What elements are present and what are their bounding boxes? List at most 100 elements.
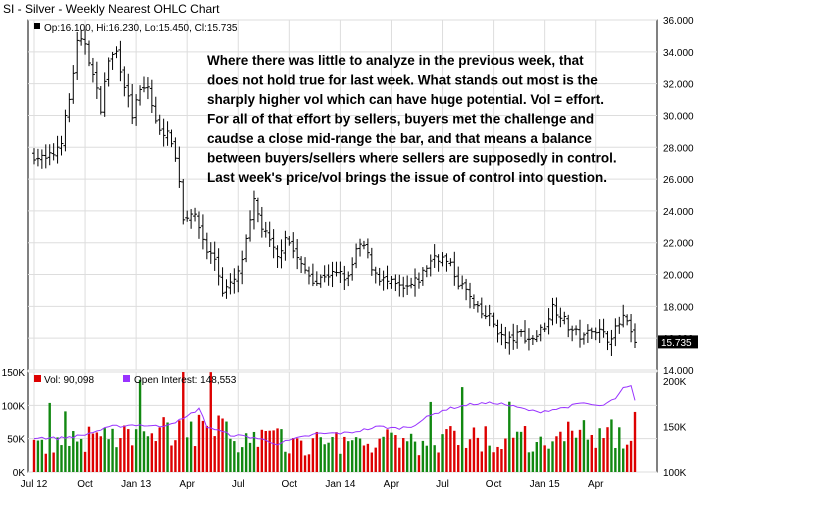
ohlc-bar	[236, 265, 241, 293]
volume-bar	[303, 455, 307, 472]
volume-bar	[197, 414, 201, 472]
ohlc-bar	[475, 301, 480, 313]
volume-bar	[555, 436, 558, 472]
volume-bar	[347, 441, 350, 472]
volume-bar	[633, 411, 637, 472]
volume-bar	[476, 437, 480, 472]
ohlc-bar	[385, 265, 390, 290]
ohlc-bar	[346, 271, 351, 287]
volume-bar	[158, 427, 161, 472]
ohlc-bar	[530, 335, 535, 346]
ohlc-bar	[149, 79, 154, 113]
volume-bar	[421, 440, 425, 472]
ohlc-bar	[550, 297, 555, 326]
ohlc-bar	[271, 229, 276, 259]
volume-bar	[323, 444, 326, 472]
volume-left-tick-label: 150K	[2, 368, 26, 379]
ohlc-bar	[361, 240, 366, 250]
price-legend-swatch	[34, 23, 40, 29]
ohlc-bar	[35, 148, 40, 167]
volume-bar	[464, 447, 468, 472]
ohlc-bar	[255, 197, 260, 223]
ohlc-bar	[365, 238, 370, 259]
oi-legend: Open Interest: 148,553	[134, 375, 237, 386]
volume-bar	[610, 419, 613, 472]
ohlc-bar	[440, 252, 445, 267]
ohlc-bar	[181, 178, 186, 225]
price-y-tick-label: 28.000	[663, 143, 694, 154]
ohlc-bar	[381, 270, 386, 291]
volume-bar	[146, 436, 150, 472]
volume-bar	[72, 431, 75, 472]
volume-legend: Vol: 90,098	[44, 375, 94, 386]
annotation-line: Last week's price/vol brings the issue o…	[207, 170, 607, 185]
volume-bar	[233, 441, 236, 472]
ohlc-bar	[32, 148, 36, 165]
volume-bar	[354, 437, 358, 472]
ohlc-bar	[75, 31, 80, 80]
ohlc-bar	[67, 93, 72, 123]
ohlc-bar	[283, 230, 288, 261]
time-axis: Jul 12 Oct Jan 13 Apr Jul Oct Jan 14 Apr Jul Oct J…	[21, 479, 605, 490]
volume-bar	[115, 447, 118, 472]
volume-bar	[519, 431, 523, 472]
volume-bar	[91, 433, 95, 472]
annotation-line: between buyers/sellers where sellers are…	[207, 151, 617, 166]
ohlc-bar	[342, 265, 347, 290]
ohlc-bar	[554, 297, 559, 324]
ohlc-bar	[416, 272, 421, 289]
volume-left-tick-label: 50K	[7, 435, 25, 446]
ohlc-bar	[193, 207, 198, 222]
ohlc-bar	[43, 144, 48, 169]
oi-right-tick-label: 150K	[663, 423, 687, 434]
price-y-tick-label: 32.000	[663, 80, 694, 91]
volume-bar	[311, 438, 315, 472]
ohlc-bar	[177, 146, 182, 188]
ohlc-bar	[621, 304, 626, 328]
volume-bar	[240, 447, 244, 472]
ohlc-bar	[605, 331, 610, 351]
volume-bar	[362, 445, 366, 472]
annotation-line: caudse a close mid-range the bar, and th…	[207, 131, 592, 146]
volume-bar	[170, 445, 173, 472]
volume-panel-frame	[27, 371, 658, 473]
volume-bar	[272, 430, 275, 472]
volume-bar	[582, 420, 586, 472]
volume-bar	[460, 387, 464, 472]
volume-bar	[119, 438, 122, 472]
volume-bar	[578, 429, 582, 472]
volume-bar	[339, 453, 342, 472]
ohlc-bar	[326, 264, 331, 286]
volume-bar	[531, 451, 535, 472]
ohlc-bar	[409, 277, 414, 289]
volume-bar	[315, 431, 319, 472]
oi-legend-swatch	[123, 375, 130, 382]
ohlc-bar	[393, 274, 398, 292]
volume-bar	[425, 445, 429, 472]
ohlc-bar	[558, 307, 563, 328]
volume-bar	[563, 441, 566, 472]
volume-bar	[551, 441, 554, 472]
x-tick-label: Oct	[282, 479, 298, 490]
volume-legend-swatch	[34, 375, 41, 382]
volume-bar	[574, 437, 578, 472]
volume-bar	[618, 427, 621, 472]
volume-bar	[594, 447, 597, 472]
ohlc-bar	[204, 232, 209, 260]
volume-bar	[166, 422, 169, 472]
x-tick-label: Jan 14	[325, 479, 355, 490]
volume-bar	[453, 430, 456, 472]
ohlc-bar	[633, 323, 637, 349]
volume-bar	[83, 451, 87, 472]
ohlc-bar	[157, 114, 162, 135]
ohlc-bar	[244, 234, 249, 263]
volume-bar	[295, 438, 299, 472]
ohlc-bar	[617, 316, 622, 334]
ohlc-bar	[562, 311, 567, 325]
volume-bar	[535, 441, 538, 472]
volume-left-tick-label: 100K	[2, 401, 26, 412]
ohlc-bar	[338, 261, 343, 283]
volume-bar	[590, 434, 593, 472]
volume-bar	[256, 446, 260, 472]
ohlc-bar	[471, 294, 476, 309]
